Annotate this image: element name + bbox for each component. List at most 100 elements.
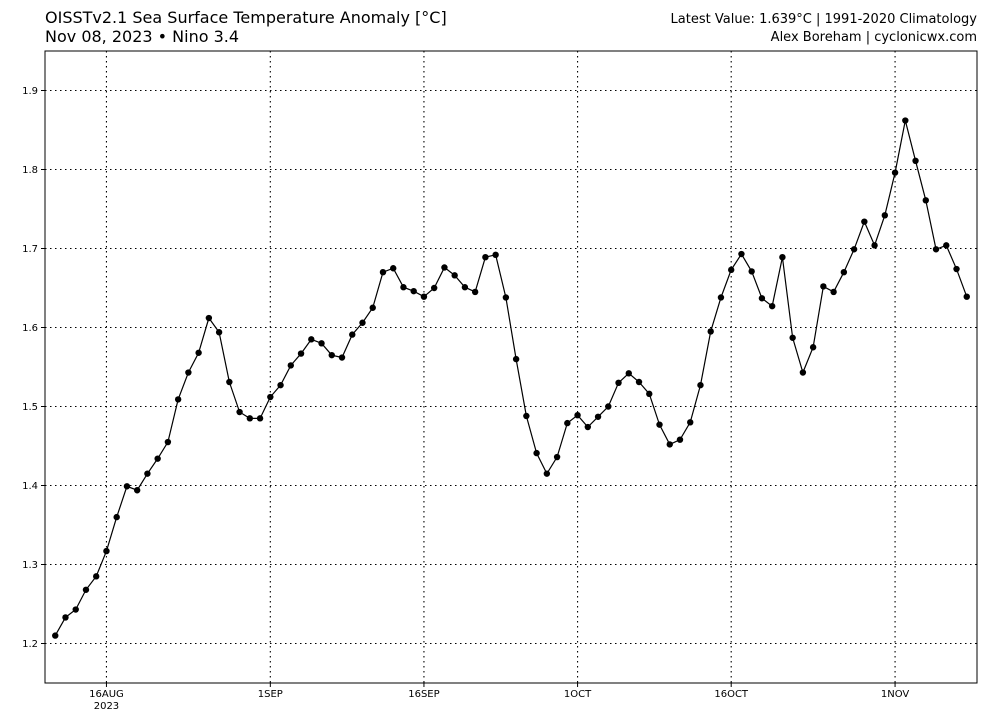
data-point xyxy=(902,117,909,124)
data-point xyxy=(615,379,622,386)
data-point xyxy=(502,294,510,301)
y-tick-label: 1.5 xyxy=(22,402,38,413)
credit-text: Alex Boreham | cyclonicwx.com xyxy=(770,30,977,45)
data-point xyxy=(891,169,899,176)
data-point xyxy=(594,413,602,420)
axis-ticks xyxy=(41,90,896,687)
data-point xyxy=(144,470,151,477)
data-point xyxy=(195,349,202,356)
data-point xyxy=(809,344,817,351)
data-point xyxy=(912,157,919,165)
y-tick-label: 1.6 xyxy=(22,323,38,334)
data-point xyxy=(707,328,714,335)
data-point xyxy=(256,415,264,422)
chart-subtitle: Nov 08, 2023 • Nino 3.4 xyxy=(45,27,240,46)
series-layer xyxy=(52,117,970,639)
data-point xyxy=(635,378,643,386)
data-point xyxy=(881,212,889,219)
y-tick-label: 1.2 xyxy=(22,639,38,650)
data-point xyxy=(400,284,407,291)
data-point xyxy=(492,251,499,259)
data-point xyxy=(123,483,131,490)
data-point xyxy=(82,586,90,593)
data-point xyxy=(646,390,653,398)
data-point xyxy=(656,421,663,428)
data-point xyxy=(246,415,254,422)
data-point xyxy=(820,283,827,290)
data-point xyxy=(574,411,581,419)
data-point xyxy=(789,334,796,341)
data-point xyxy=(277,381,284,389)
chart-title: OISSTv2.1 Sea Surface Temperature Anomal… xyxy=(45,8,447,27)
data-point xyxy=(748,268,755,275)
data-point xyxy=(666,441,673,448)
data-point xyxy=(133,487,141,494)
data-point xyxy=(717,294,725,301)
info-block: Latest Value: 1.639°C | 1991-2020 Climat… xyxy=(671,11,977,47)
x-tick-label: 16OCT xyxy=(714,689,749,700)
data-point xyxy=(451,272,458,279)
x-tick-label: 1OCT xyxy=(564,689,592,700)
y-tick-label: 1.9 xyxy=(22,86,38,97)
data-point xyxy=(185,369,192,376)
data-point xyxy=(215,329,223,336)
data-point xyxy=(932,246,940,253)
data-point xyxy=(52,632,59,639)
data-point xyxy=(728,266,735,274)
data-point xyxy=(471,288,479,296)
data-point xyxy=(697,381,704,389)
data-point xyxy=(533,449,540,457)
data-point xyxy=(922,197,929,204)
data-point xyxy=(267,393,274,401)
data-point xyxy=(113,513,120,521)
data-point xyxy=(482,253,489,261)
data-point xyxy=(359,319,366,326)
data-point xyxy=(318,340,325,347)
y-tick-label: 1.7 xyxy=(22,244,38,255)
latest-value-text: Latest Value: 1.639°C | 1991-2020 Climat… xyxy=(670,12,977,27)
data-point xyxy=(768,302,776,310)
data-point xyxy=(349,331,356,338)
data-point xyxy=(779,253,786,261)
data-point xyxy=(226,378,233,386)
data-point xyxy=(523,412,530,420)
data-point xyxy=(93,573,100,580)
x-tick-label: 1SEP xyxy=(258,689,283,700)
data-point xyxy=(154,455,161,462)
data-point xyxy=(430,284,438,292)
y-tick-label: 1.4 xyxy=(22,481,38,492)
title-block: OISSTv2.1 Sea Surface Temperature Anomal… xyxy=(45,8,447,46)
data-point xyxy=(861,218,868,225)
grid-lines xyxy=(45,51,977,683)
data-point xyxy=(236,408,243,416)
plot-frame xyxy=(44,50,978,684)
data-point xyxy=(174,396,182,403)
data-point xyxy=(164,438,172,446)
data-point xyxy=(410,287,417,295)
data-point xyxy=(512,355,520,363)
data-point xyxy=(963,293,970,300)
data-point xyxy=(369,304,376,311)
data-point xyxy=(584,423,592,431)
data-point xyxy=(420,293,428,300)
data-point xyxy=(871,242,878,249)
data-point xyxy=(850,246,858,253)
data-point xyxy=(758,295,766,302)
series-line xyxy=(54,120,968,636)
data-point xyxy=(840,269,848,276)
data-point xyxy=(625,370,632,377)
x-tick-label: 16SEP xyxy=(408,689,439,700)
data-point xyxy=(830,288,837,296)
data-point xyxy=(72,606,79,613)
data-point xyxy=(799,369,807,376)
data-point xyxy=(205,314,213,322)
data-point xyxy=(308,336,315,343)
data-point xyxy=(379,269,387,276)
y-tick-label: 1.3 xyxy=(22,560,38,571)
data-point xyxy=(676,436,684,443)
data-point xyxy=(564,419,571,427)
data-point xyxy=(287,362,294,369)
data-point xyxy=(687,419,694,426)
